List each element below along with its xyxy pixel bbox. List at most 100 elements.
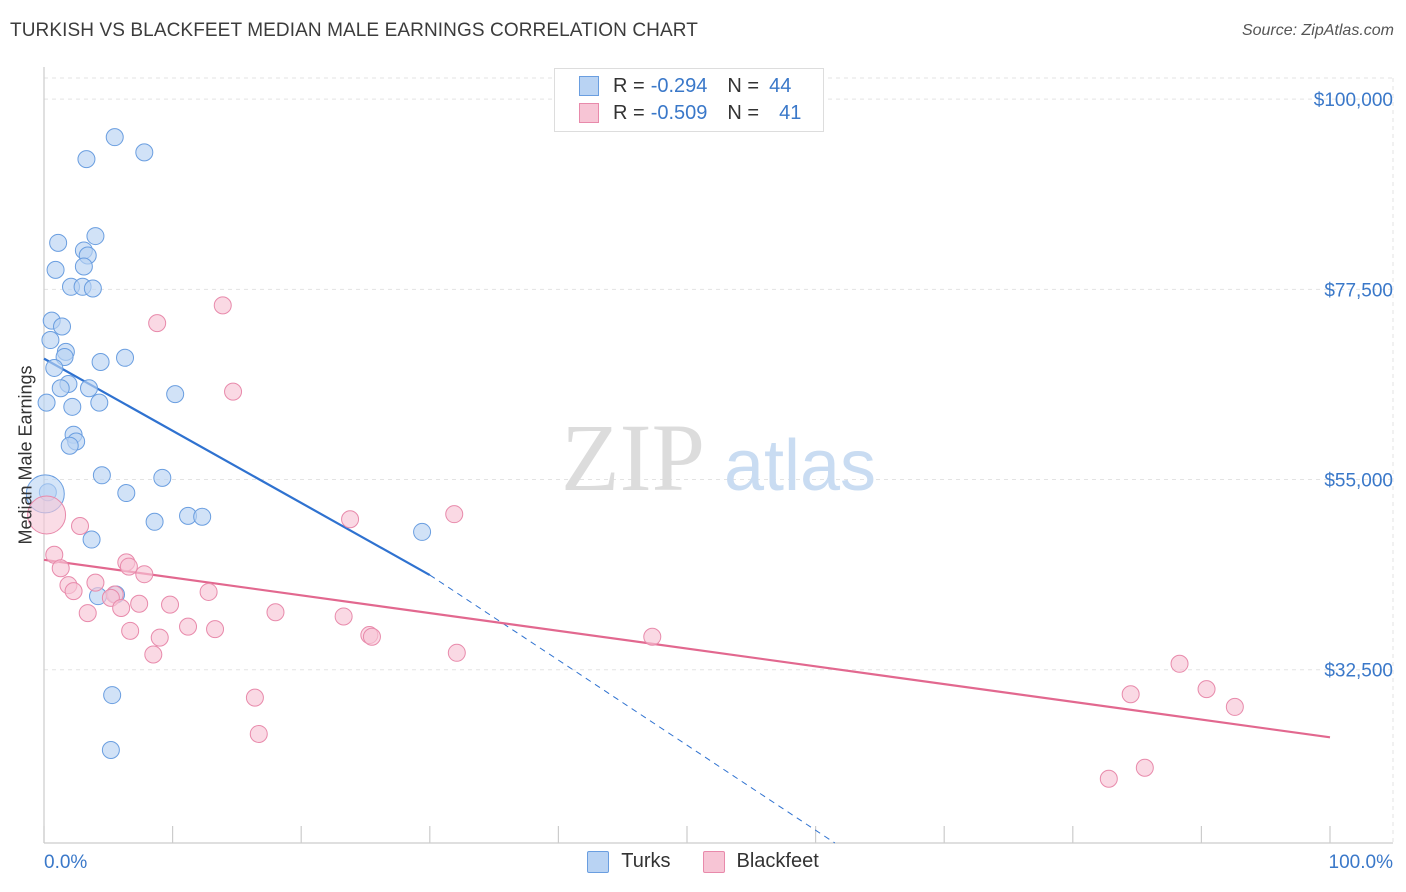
x-tick-label-min: 0.0%: [44, 852, 88, 873]
data-point-blackfeet: [1225, 697, 1244, 716]
grid-lines: [44, 77, 1394, 843]
data-point-blackfeet: [362, 627, 381, 646]
data-point-turks: [90, 393, 109, 412]
data-point-blackfeet: [135, 565, 154, 584]
data-point-blackfeet: [445, 505, 464, 524]
data-point-blackfeet: [249, 724, 268, 743]
watermark-atlas: atlas: [724, 426, 876, 506]
trend-line-blackfeet: [43, 558, 1331, 739]
legend-row-blackfeet: R = -0.509 N = 41: [579, 100, 801, 126]
data-point-blackfeet: [121, 621, 140, 640]
data-point-blackfeet: [130, 594, 149, 613]
data-point-turks: [55, 347, 74, 366]
series-legend-turks: Turks: [587, 850, 671, 873]
data-point-turks: [80, 379, 99, 398]
data-point-blackfeet: [1099, 769, 1118, 788]
source-label: Source: ZipAtlas.com: [1241, 22, 1394, 39]
data-point-blackfeet: [447, 643, 466, 662]
y-tick-label: $77,500: [1324, 280, 1393, 301]
data-point-turks: [413, 522, 432, 541]
x-tick-label-max: 100.0%: [1328, 852, 1393, 873]
legend-n-label: N =: [727, 101, 760, 124]
data-point-turks: [60, 436, 79, 455]
data-point-blackfeet: [179, 617, 198, 636]
data-points: [25, 128, 1244, 788]
series-label-blackfeet: Blackfeet: [736, 850, 819, 872]
legend-swatch-turks: [579, 76, 599, 96]
y-tick-label: $55,000: [1324, 471, 1393, 492]
data-point-blackfeet: [71, 517, 90, 536]
y-tick-label: $32,500: [1324, 661, 1393, 682]
data-point-blackfeet: [150, 628, 169, 647]
legend-n-value-turks: 44: [769, 74, 792, 97]
data-point-blackfeet: [199, 582, 218, 601]
data-point-turks: [74, 257, 93, 276]
data-point-turks: [53, 317, 72, 336]
data-point-blackfeet: [245, 688, 264, 707]
data-point-blackfeet: [112, 599, 131, 618]
data-point-turks: [91, 353, 110, 372]
data-point-turks: [135, 143, 154, 162]
trend-lines: [43, 357, 1331, 844]
watermark-zip: ZIP: [561, 404, 705, 511]
data-point-turks: [41, 331, 60, 350]
data-point-blackfeet: [266, 603, 285, 622]
data-point-blackfeet: [119, 557, 138, 576]
data-point-blackfeet: [334, 607, 353, 626]
series-label-turks: Turks: [621, 850, 671, 872]
y-tick-label: $100,000: [1314, 90, 1393, 111]
data-point-turks: [105, 128, 124, 147]
data-point-blackfeet: [78, 604, 97, 623]
data-point-turks: [82, 530, 101, 549]
data-point-blackfeet: [86, 573, 105, 592]
data-point-turks: [153, 468, 172, 487]
data-point-blackfeet: [341, 510, 360, 529]
data-point-turks: [49, 233, 68, 252]
data-point-blackfeet: [27, 495, 67, 535]
data-point-turks: [145, 512, 164, 531]
data-point-turks: [193, 507, 212, 526]
data-point-blackfeet: [161, 595, 180, 614]
data-point-blackfeet: [1170, 654, 1189, 673]
legend-r-label: R =: [613, 101, 645, 124]
series-legend-blackfeet: Blackfeet: [702, 850, 819, 873]
data-point-turks: [51, 379, 70, 398]
y-tick-labels: $100,000 $77,500 $55,000 $32,500: [1314, 90, 1393, 682]
data-point-blackfeet: [148, 314, 167, 333]
correlation-legend: R = -0.294 N = 44 R = -0.509 N = 41: [554, 68, 824, 132]
legend-r-label: R =: [613, 74, 645, 97]
legend-n-label: N =: [727, 74, 760, 97]
data-point-turks: [116, 348, 135, 367]
data-point-blackfeet: [206, 620, 225, 639]
data-point-blackfeet: [1197, 680, 1216, 699]
data-point-turks: [63, 397, 82, 416]
series-swatch-blackfeet: [702, 850, 725, 873]
series-swatch-turks: [587, 850, 610, 873]
data-point-blackfeet: [643, 627, 662, 646]
legend-row-turks: R = -0.294 N = 44: [579, 73, 791, 99]
chart-title: TURKISH VS BLACKFEET MEDIAN MALE EARNING…: [10, 20, 698, 41]
watermark: ZIP atlas: [561, 404, 876, 511]
legend-swatch-blackfeet: [579, 103, 599, 123]
data-point-turks: [117, 484, 136, 503]
data-point-blackfeet: [224, 382, 243, 401]
data-point-turks: [83, 279, 102, 298]
trend-line-turks-extension: [429, 574, 836, 844]
data-point-turks: [103, 686, 122, 705]
axes: [43, 67, 1393, 844]
legend-r-value-blackfeet: -0.509: [650, 101, 708, 124]
data-point-blackfeet: [51, 559, 70, 578]
data-point-blackfeet: [1135, 758, 1154, 777]
data-point-turks: [166, 385, 185, 404]
data-point-turks: [37, 393, 56, 412]
data-point-blackfeet: [213, 296, 232, 315]
data-point-blackfeet: [64, 582, 83, 601]
data-point-turks: [101, 741, 120, 760]
trend-line-turks: [43, 357, 431, 576]
legend-r-value-turks: -0.294: [650, 74, 708, 97]
data-point-blackfeet: [144, 645, 163, 664]
legend-n-value-blackfeet: 41: [779, 101, 802, 124]
data-point-blackfeet: [1121, 685, 1140, 704]
y-axis-label: Median Male Earnings: [15, 365, 36, 545]
